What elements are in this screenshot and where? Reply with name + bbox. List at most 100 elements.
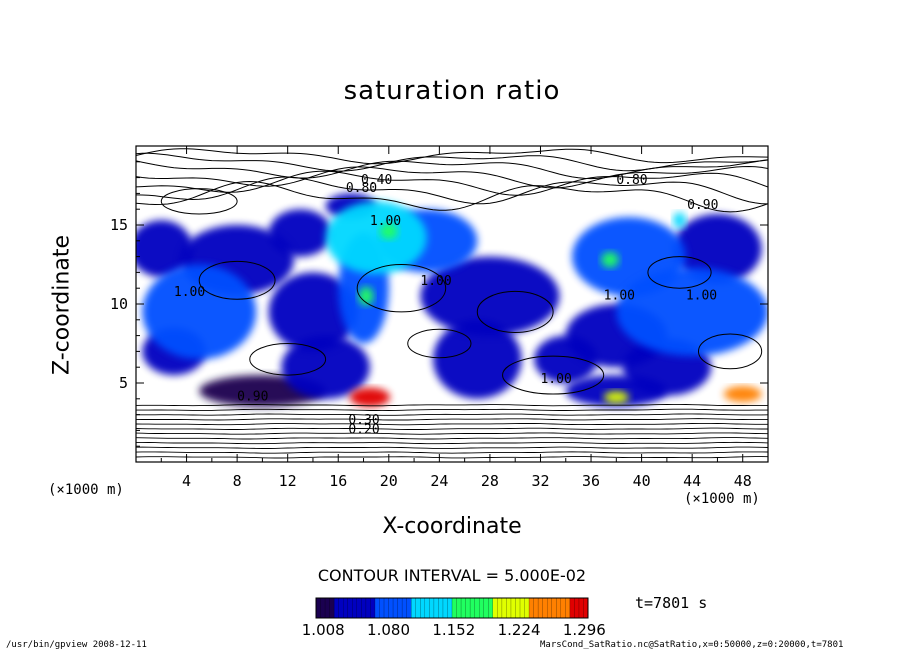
footer-program-date: /usr/bin/gpview 2008-12-11	[6, 640, 147, 650]
contour-labels: 0.80 0.90 1.00 1.00 1.00 1.00 1.00 1.00 0.90 0.40…	[174, 173, 718, 438]
colorbar-swatch	[438, 598, 444, 618]
saturation-region	[673, 212, 686, 229]
x-tick-label: 4	[182, 472, 191, 490]
y-tick-label: 10	[110, 295, 128, 313]
x-tick-label: 48	[734, 472, 752, 490]
colorbar-swatch	[384, 598, 390, 618]
colorbar-frame	[315, 597, 589, 619]
x-unit-label-right: (×1000 m)	[684, 491, 760, 507]
colorbar-swatch	[510, 598, 516, 618]
colorbar-swatch	[461, 598, 467, 618]
saturation-region	[142, 264, 257, 360]
contour-label: 0.90	[237, 389, 268, 404]
contour-line	[160, 188, 238, 215]
contour-line	[356, 264, 447, 313]
colorbar-swatch	[320, 598, 326, 618]
colorbar-swatch	[520, 598, 526, 618]
x-tick-label: 32	[531, 472, 549, 490]
footer-source: MarsCond_SatRatio.nc@SatRatio,x=0:50000,…	[540, 640, 844, 650]
colorbar-tick-label: 1.296	[563, 621, 606, 639]
colorbar-swatch	[542, 598, 548, 618]
x-unit-label-left: (×1000 m)	[48, 482, 124, 498]
saturation-region	[616, 267, 768, 357]
saturation-region	[603, 390, 629, 404]
contour-line	[136, 413, 768, 416]
colorbar-swatch	[442, 598, 448, 618]
colorbar-swatch	[556, 598, 562, 618]
contour-label: 0.80	[346, 181, 377, 196]
y-axis: 5 10 15	[110, 161, 768, 447]
colorbar-swatch	[388, 598, 394, 618]
saturation-region	[325, 201, 427, 274]
colorbar-swatch	[325, 598, 331, 618]
saturation-region	[281, 335, 370, 399]
colorbar-swatch	[343, 598, 349, 618]
colorbar-swatch	[574, 598, 580, 618]
x-tick-label: 24	[430, 472, 448, 490]
contour-label: 0.40	[361, 173, 392, 188]
colorbar-swatch	[429, 598, 435, 618]
colorbar-swatch	[334, 598, 340, 618]
colorbar-swatch	[569, 598, 575, 618]
colorbar-swatch	[393, 598, 399, 618]
colorbar-swatch	[578, 598, 584, 618]
colorbar-swatch	[379, 598, 385, 618]
colorbar-swatch	[515, 598, 521, 618]
saturation-region	[673, 213, 762, 284]
colorbar-swatch	[560, 598, 566, 618]
contour-line	[136, 432, 768, 435]
colorbar-swatch	[547, 598, 553, 618]
colorbar-tick-label: 1.152	[432, 621, 475, 639]
colorbar-swatch	[501, 598, 507, 618]
contour-line	[476, 290, 554, 333]
colorbar-swatch	[433, 598, 439, 618]
saturation-region	[349, 387, 391, 407]
contour-line	[136, 437, 768, 440]
x-axis: 4 8 12 16 20 24 28 32 36 40 44 48	[160, 146, 752, 490]
contour-label: 1.00	[686, 288, 717, 303]
saturation-region	[601, 251, 619, 268]
contour-line	[136, 176, 768, 205]
x-tick-label: 12	[279, 472, 297, 490]
contour-line	[647, 256, 712, 289]
contour-line	[136, 451, 768, 454]
colorbar-tick-label: 1.224	[498, 621, 541, 639]
contour-line	[136, 456, 768, 459]
x-tick-label: 40	[633, 472, 651, 490]
colorbar-swatch	[529, 598, 535, 618]
colorbar-swatch	[365, 598, 371, 618]
y-tick-label: 5	[119, 374, 128, 392]
contour-label: 0.80	[616, 173, 647, 188]
colorbar-tick-label: 1.080	[367, 621, 410, 639]
colorbar-swatch	[492, 598, 498, 618]
time-label: t=7801 s	[635, 594, 708, 612]
chart-title: saturation ratio	[343, 76, 561, 106]
x-tick-label: 16	[329, 472, 347, 490]
saturation-region	[379, 223, 398, 240]
x-tick-label: 8	[233, 472, 242, 490]
contour-line	[407, 328, 472, 359]
contour-line	[136, 180, 768, 213]
contour-label: 1.00	[604, 288, 635, 303]
colorbar-swatch	[420, 598, 426, 618]
contour-label: 1.00	[174, 285, 205, 300]
colorbar-tick-label: 1.008	[302, 621, 345, 639]
x-tick-label: 44	[683, 472, 701, 490]
contour-line	[198, 260, 276, 300]
colorbar-swatch	[411, 598, 417, 618]
contour-line	[136, 408, 768, 412]
contour-line	[136, 427, 768, 430]
y-axis-label: Z-coordinate	[49, 235, 75, 375]
contour-line	[136, 441, 768, 445]
contour-line	[136, 446, 768, 449]
colorbar-swatch	[447, 598, 453, 618]
contour-line	[136, 165, 768, 189]
contour-label: 0.20	[348, 423, 379, 438]
saturation-region	[358, 286, 374, 306]
contour-label: 0.90	[687, 198, 718, 213]
colorbar-swatch	[397, 598, 403, 618]
colorbar-swatch	[329, 598, 335, 618]
colorbar-swatch	[565, 598, 571, 618]
colorbar-swatch	[356, 598, 362, 618]
